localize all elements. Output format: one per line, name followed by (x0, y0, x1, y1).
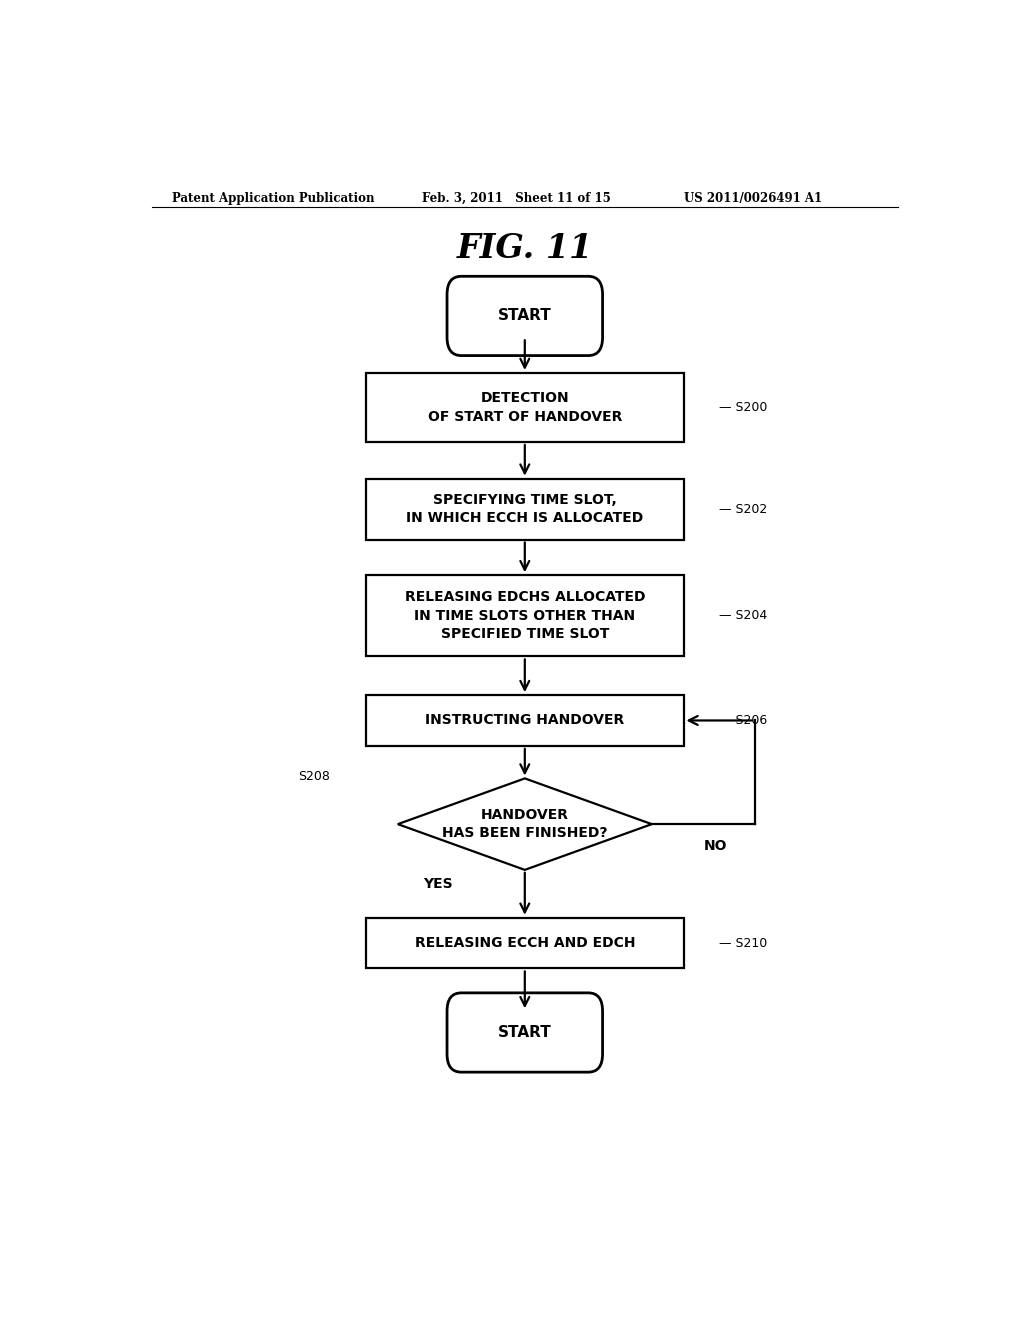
Text: RELEASING ECCH AND EDCH: RELEASING ECCH AND EDCH (415, 936, 635, 950)
Bar (367, 917, 684, 969)
Text: RELEASING EDCHS ALLOCATED
IN TIME SLOTS OTHER THAN
SPECIFIED TIME SLOT: RELEASING EDCHS ALLOCATED IN TIME SLOTS … (404, 590, 645, 642)
Text: Patent Application Publication: Patent Application Publication (172, 191, 374, 205)
Text: S208: S208 (298, 771, 331, 784)
FancyBboxPatch shape (447, 276, 602, 355)
Text: Feb. 3, 2011   Sheet 11 of 15: Feb. 3, 2011 Sheet 11 of 15 (422, 191, 610, 205)
Polygon shape (397, 779, 652, 870)
Text: — S204: — S204 (719, 610, 767, 622)
Text: — S202: — S202 (719, 503, 767, 516)
Bar (367, 696, 684, 746)
Text: NO: NO (703, 840, 727, 854)
Bar (367, 372, 684, 442)
Text: — S206: — S206 (719, 714, 767, 727)
Text: DETECTION
OF START OF HANDOVER: DETECTION OF START OF HANDOVER (428, 391, 622, 424)
Text: START: START (498, 1026, 552, 1040)
Text: START: START (498, 309, 552, 323)
Text: — S200: — S200 (719, 401, 768, 414)
Text: SPECIFYING TIME SLOT,
IN WHICH ECCH IS ALLOCATED: SPECIFYING TIME SLOT, IN WHICH ECCH IS A… (407, 492, 643, 525)
Text: — S210: — S210 (719, 937, 767, 949)
Text: FIG. 11: FIG. 11 (457, 231, 593, 264)
Text: US 2011/0026491 A1: US 2011/0026491 A1 (684, 191, 821, 205)
Text: INSTRUCTING HANDOVER: INSTRUCTING HANDOVER (425, 714, 625, 727)
Bar (367, 479, 684, 540)
Bar (367, 576, 684, 656)
Text: HANDOVER
HAS BEEN FINISHED?: HANDOVER HAS BEEN FINISHED? (442, 808, 607, 841)
Text: YES: YES (423, 876, 453, 891)
FancyBboxPatch shape (447, 993, 602, 1072)
